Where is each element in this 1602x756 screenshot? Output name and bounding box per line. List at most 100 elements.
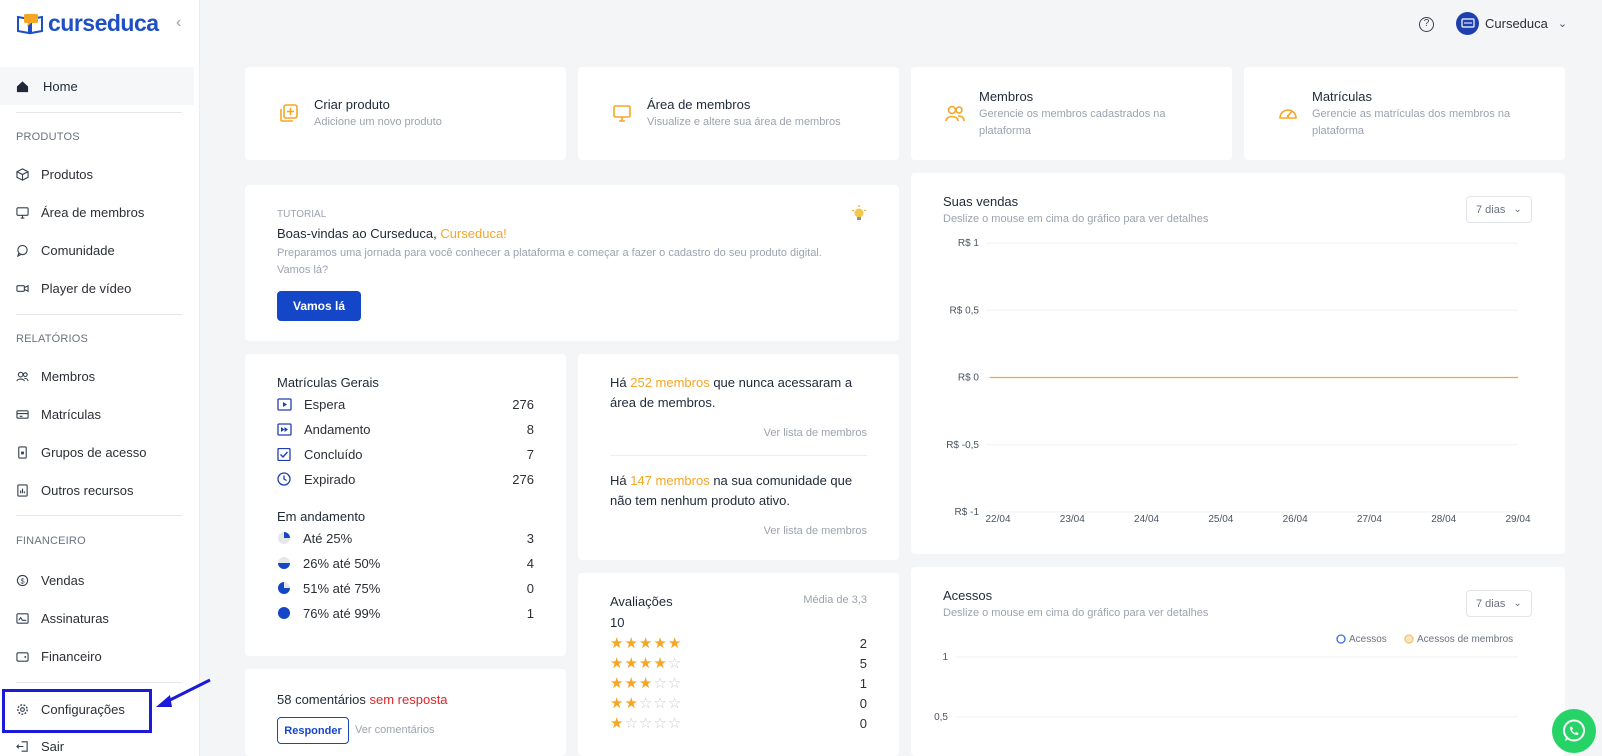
wallet-icon bbox=[16, 651, 29, 662]
x-tick-label: 24/04 bbox=[1134, 514, 1159, 525]
access-chart-card: Acessos Deslize o mouse em cima do gráfi… bbox=[911, 567, 1565, 756]
sales-title: Suas vendas bbox=[943, 194, 1019, 209]
sidebar-item-label: Matrículas bbox=[41, 406, 101, 422]
row-value: 4 bbox=[526, 555, 534, 571]
review-row: ★ ★ ★ ★ ★ 2 bbox=[610, 635, 867, 652]
brand-logo[interactable]: curseduca bbox=[16, 10, 159, 37]
quick-action-membros[interactable]: Membros Gerencie os membros cadastrados … bbox=[911, 67, 1232, 160]
text-suffix: que nunca acessaram a área de membros. bbox=[610, 375, 853, 410]
quick-action-criar-produto[interactable]: Criar produto Adicione um novo produto bbox=[245, 67, 566, 160]
sales-period-select[interactable]: 7 dias ⌄ bbox=[1466, 196, 1532, 223]
view-members-link[interactable]: Ver lista de membros bbox=[763, 525, 867, 537]
chat-icon bbox=[16, 244, 28, 257]
whatsapp-button[interactable] bbox=[1552, 709, 1596, 753]
collapse-sidebar-icon[interactable]: ‹ bbox=[176, 14, 182, 31]
divider bbox=[16, 112, 182, 113]
legend-label[interactable]: Acessos bbox=[1349, 634, 1387, 645]
pie-25-icon bbox=[278, 532, 290, 544]
comments-status: sem resposta bbox=[369, 692, 448, 707]
y-tick-label: 1 bbox=[942, 652, 948, 663]
help-icon[interactable]: ? bbox=[1419, 17, 1434, 32]
quick-action-subtitle: Visualize e altere sua área de membros bbox=[647, 116, 841, 128]
view-members-link[interactable]: Ver lista de membros bbox=[763, 427, 867, 439]
sidebar-item-outros-recursos[interactable]: Outros recursos bbox=[0, 475, 194, 505]
sidebar-item-grupos-acesso[interactable]: Grupos de acesso bbox=[0, 437, 194, 467]
quick-action-matriculas[interactable]: Matrículas Gerencie as matrículas dos me… bbox=[1244, 67, 1565, 160]
legend-label[interactable]: Acessos de membros bbox=[1417, 634, 1513, 645]
enrollment-row-expirado: Expirado 276 bbox=[277, 470, 534, 488]
sidebar-item-home[interactable]: Home bbox=[0, 67, 194, 105]
reply-button[interactable]: Responder bbox=[277, 717, 349, 744]
sidebar-item-membros[interactable]: Membros bbox=[0, 361, 194, 391]
sidebar-item-vendas[interactable]: $ Vendas bbox=[0, 565, 194, 595]
divider bbox=[16, 515, 182, 516]
quick-action-title: Membros bbox=[979, 89, 1034, 104]
star-filled-icon: ★ bbox=[624, 635, 638, 652]
star-filled-icon: ★ bbox=[638, 655, 653, 672]
review-row: ★ ★ ☆ ☆ ☆ 0 bbox=[610, 695, 867, 712]
legend-marker bbox=[1404, 634, 1414, 644]
review-count: 1 bbox=[859, 676, 867, 691]
divider bbox=[16, 682, 182, 683]
comments-count: 58 comentários bbox=[277, 692, 370, 707]
x-tick-label: 26/04 bbox=[1283, 514, 1308, 525]
quick-action-subtitle: Adicione um novo produto bbox=[314, 116, 442, 128]
star-filled-icon: ★ bbox=[610, 675, 624, 692]
sidebar-item-matriculas[interactable]: Matrículas bbox=[0, 399, 194, 429]
row-label: Concluído bbox=[304, 446, 363, 462]
progress-title: Em andamento bbox=[277, 509, 366, 524]
tutorial-title-name: Curseduca! bbox=[440, 226, 507, 241]
star-rating: ★ ★ ★ ★ ★ bbox=[610, 636, 681, 651]
star-empty-icon: ☆ bbox=[638, 715, 653, 732]
user-menu[interactable]: Curseduca ⌄ bbox=[1456, 12, 1567, 35]
x-tick-label: 22/04 bbox=[985, 514, 1010, 525]
quick-action-subtitle: Gerencie os membros cadastrados na plata… bbox=[979, 108, 1166, 137]
star-filled-icon: ★ bbox=[624, 675, 638, 692]
star-filled-icon: ★ bbox=[610, 695, 624, 712]
sidebar-item-label: Sair bbox=[41, 738, 65, 754]
period-value: 7 dias bbox=[1476, 597, 1506, 610]
tutorial-title: Boas-vindas ao Curseduca, Curseduca! bbox=[277, 226, 507, 241]
tutorial-description: Preparamos uma jornada para você conhece… bbox=[277, 247, 822, 276]
y-tick-label: R$ -0,5 bbox=[946, 440, 979, 451]
access-period-select[interactable]: 7 dias ⌄ bbox=[1466, 590, 1532, 617]
sidebar-item-produtos[interactable]: Produtos bbox=[0, 159, 194, 189]
sales-chart-card: Suas vendas Deslize o mouse em cima do g… bbox=[911, 173, 1565, 554]
sidebar-item-player-video[interactable]: Player de vídeo bbox=[0, 273, 194, 303]
reviews-title: Avaliações bbox=[610, 594, 673, 609]
chevron-down-icon: ⌄ bbox=[1513, 204, 1522, 215]
row-value: 8 bbox=[526, 421, 534, 437]
star-filled-icon: ★ bbox=[624, 655, 638, 672]
reviews-total: 10 bbox=[610, 615, 625, 630]
comments-text: 58 comentários sem resposta bbox=[277, 692, 448, 707]
row-value: 276 bbox=[512, 396, 534, 412]
access-title: Acessos bbox=[943, 588, 993, 603]
x-tick-label: 25/04 bbox=[1208, 514, 1233, 525]
user-name: Curseduca bbox=[1485, 16, 1548, 31]
sales-chart[interactable]: R$ 1 R$ 0,5 R$ 0 R$ -0,5 R$ -1 22/04 23/04 24/0… bbox=[911, 233, 1565, 543]
play-square-icon bbox=[277, 397, 292, 411]
quick-action-area-membros[interactable]: Área de membros Visualize e altere sua á… bbox=[578, 67, 899, 160]
access-chart[interactable]: Acessos Acessos de membros 1 0,5 bbox=[911, 627, 1565, 756]
legend-marker bbox=[1336, 634, 1346, 644]
sidebar-item-comunidade[interactable]: Comunidade bbox=[0, 235, 194, 265]
section-title-produtos: PRODUTOS bbox=[16, 131, 80, 143]
chevron-down-icon: ⌄ bbox=[1557, 18, 1568, 30]
star-empty-icon: ☆ bbox=[667, 715, 682, 732]
star-filled-icon: ★ bbox=[638, 635, 653, 652]
add-product-icon bbox=[280, 104, 298, 122]
star-filled-icon: ★ bbox=[610, 715, 624, 732]
sidebar-item-financeiro[interactable]: Financeiro bbox=[0, 641, 194, 671]
dollar-icon: $ bbox=[16, 574, 29, 586]
sidebar-item-configuracoes[interactable]: Configurações bbox=[0, 694, 194, 724]
sidebar-item-sair[interactable]: Sair bbox=[0, 731, 194, 756]
sidebar-item-assinaturas[interactable]: Assinaturas bbox=[0, 603, 194, 633]
y-tick-label: R$ 0 bbox=[958, 373, 980, 384]
tutorial-start-button[interactable]: Vamos lá bbox=[277, 291, 361, 321]
gauge-icon bbox=[1279, 109, 1297, 119]
star-filled-icon: ★ bbox=[653, 655, 667, 672]
view-comments-link[interactable]: Ver comentários bbox=[355, 724, 435, 736]
row-value: 276 bbox=[512, 471, 534, 487]
sidebar-item-area-membros[interactable]: Área de membros bbox=[0, 197, 194, 227]
sidebar-item-label: Outros recursos bbox=[41, 482, 134, 498]
